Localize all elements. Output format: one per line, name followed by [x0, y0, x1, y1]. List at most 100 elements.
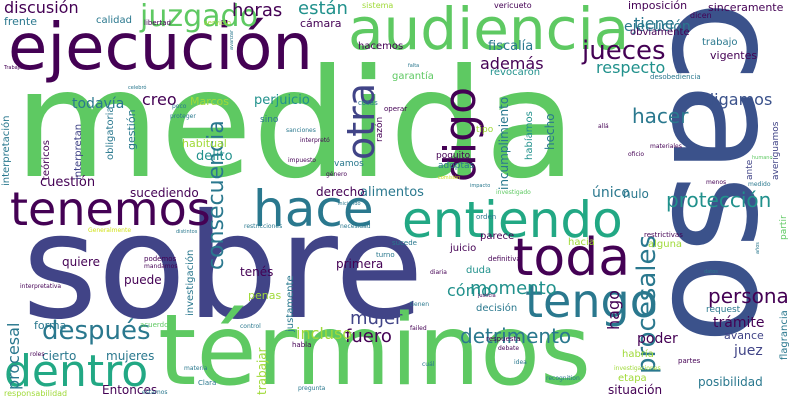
word: sino — [260, 115, 279, 125]
word: habla — [292, 341, 312, 349]
word: failed — [410, 325, 427, 332]
word: sistema — [362, 1, 394, 10]
word: tengo — [525, 274, 658, 328]
word: procesal — [4, 322, 23, 390]
word: averiguamos — [771, 121, 781, 180]
word: momento — [470, 278, 557, 299]
word: cámara — [300, 17, 342, 30]
word: Clara — [198, 379, 217, 387]
word: interpretan — [73, 123, 84, 180]
word: iniciando — [338, 201, 361, 207]
word: responsabilidad — [4, 389, 68, 398]
word: tienen — [410, 301, 430, 308]
word: incluso — [296, 324, 353, 343]
word: dicen — [690, 11, 712, 20]
word: estamos — [142, 389, 168, 396]
word: alguna — [648, 239, 683, 250]
word: entiendo — [402, 191, 623, 249]
word: hace — [253, 180, 374, 238]
word: obviamente — [630, 27, 690, 38]
word: persona — [708, 284, 789, 308]
word: calidad — [96, 15, 133, 26]
word: penas — [248, 289, 282, 302]
word: detrimento — [460, 324, 572, 348]
word: orden — [476, 213, 497, 221]
word: investigación — [185, 249, 196, 316]
word: oficio — [628, 151, 645, 158]
word: pregunta — [298, 385, 326, 392]
word: justicia — [478, 293, 496, 299]
word: tenemos — [10, 182, 211, 236]
word: podemos — [144, 255, 177, 263]
word: humano — [752, 155, 773, 161]
word: servicio — [204, 19, 231, 27]
word: delito — [196, 149, 233, 164]
word: restrictivas — [644, 231, 683, 239]
word: definitiva — [488, 255, 521, 263]
word: ejecución — [624, 19, 691, 35]
word: trabajo — [702, 37, 738, 48]
word: después — [42, 316, 151, 346]
word: situación — [608, 383, 663, 397]
word: todavía — [72, 96, 125, 112]
word: juicio — [450, 243, 477, 254]
word: género — [326, 171, 347, 178]
word: cierto — [42, 349, 77, 363]
word: turno — [376, 251, 395, 259]
word: impacto — [470, 183, 491, 189]
word: trabajar — [255, 347, 269, 395]
word: medido — [748, 181, 771, 188]
word: mandamos — [144, 263, 178, 270]
word: proteger — [170, 113, 196, 120]
word: idea — [514, 359, 527, 366]
word: están — [298, 0, 348, 19]
word: discusión — [4, 0, 79, 17]
word: fiscalía — [488, 39, 534, 54]
word: adoptas — [438, 161, 475, 171]
word: etapa — [618, 373, 647, 384]
word: poder — [637, 331, 678, 347]
word: decisión — [476, 303, 518, 314]
word: partir — [779, 215, 789, 240]
word: vericueto — [494, 1, 532, 10]
word: partes — [678, 357, 701, 365]
word: nulo — [623, 187, 649, 201]
word: vigentes — [710, 49, 758, 62]
word: diaria — [430, 269, 447, 276]
word: libertad — [144, 19, 171, 27]
word: frente — [4, 15, 37, 28]
word: habitual — [182, 137, 227, 150]
word: falta — [408, 63, 420, 69]
word: hacia — [568, 237, 595, 248]
word: ante — [745, 159, 755, 180]
word: primera — [336, 257, 384, 271]
word: creo — [142, 90, 177, 109]
word: parece — [480, 231, 515, 242]
word: mujeres — [106, 349, 155, 363]
word: mujer — [350, 308, 403, 329]
word: interpretó — [300, 137, 330, 144]
word: tipo — [476, 125, 494, 135]
word: sanciones — [286, 127, 316, 134]
word: materia — [184, 365, 208, 372]
word: puede — [124, 273, 162, 287]
word: flagrancia — [779, 310, 790, 360]
word: duda — [466, 265, 492, 276]
word: perjuicio — [254, 93, 310, 108]
word: términos — [158, 294, 592, 400]
word: Trabajamos — [4, 65, 33, 71]
word: protección — [666, 188, 772, 212]
word: vamos — [334, 159, 364, 169]
word: comisión — [438, 175, 461, 181]
word: juez — [734, 343, 763, 359]
word: fuero — [345, 326, 392, 347]
word: menos — [706, 179, 727, 186]
word: avanzar — [229, 30, 235, 50]
word: poco — [172, 103, 187, 110]
word: único — [592, 185, 630, 201]
word: hacemos — [358, 41, 404, 52]
word: teóricos — [41, 140, 52, 180]
word: obligatoria — [105, 106, 116, 160]
word: sucediendo — [130, 186, 199, 200]
word: hacer — [632, 104, 689, 128]
